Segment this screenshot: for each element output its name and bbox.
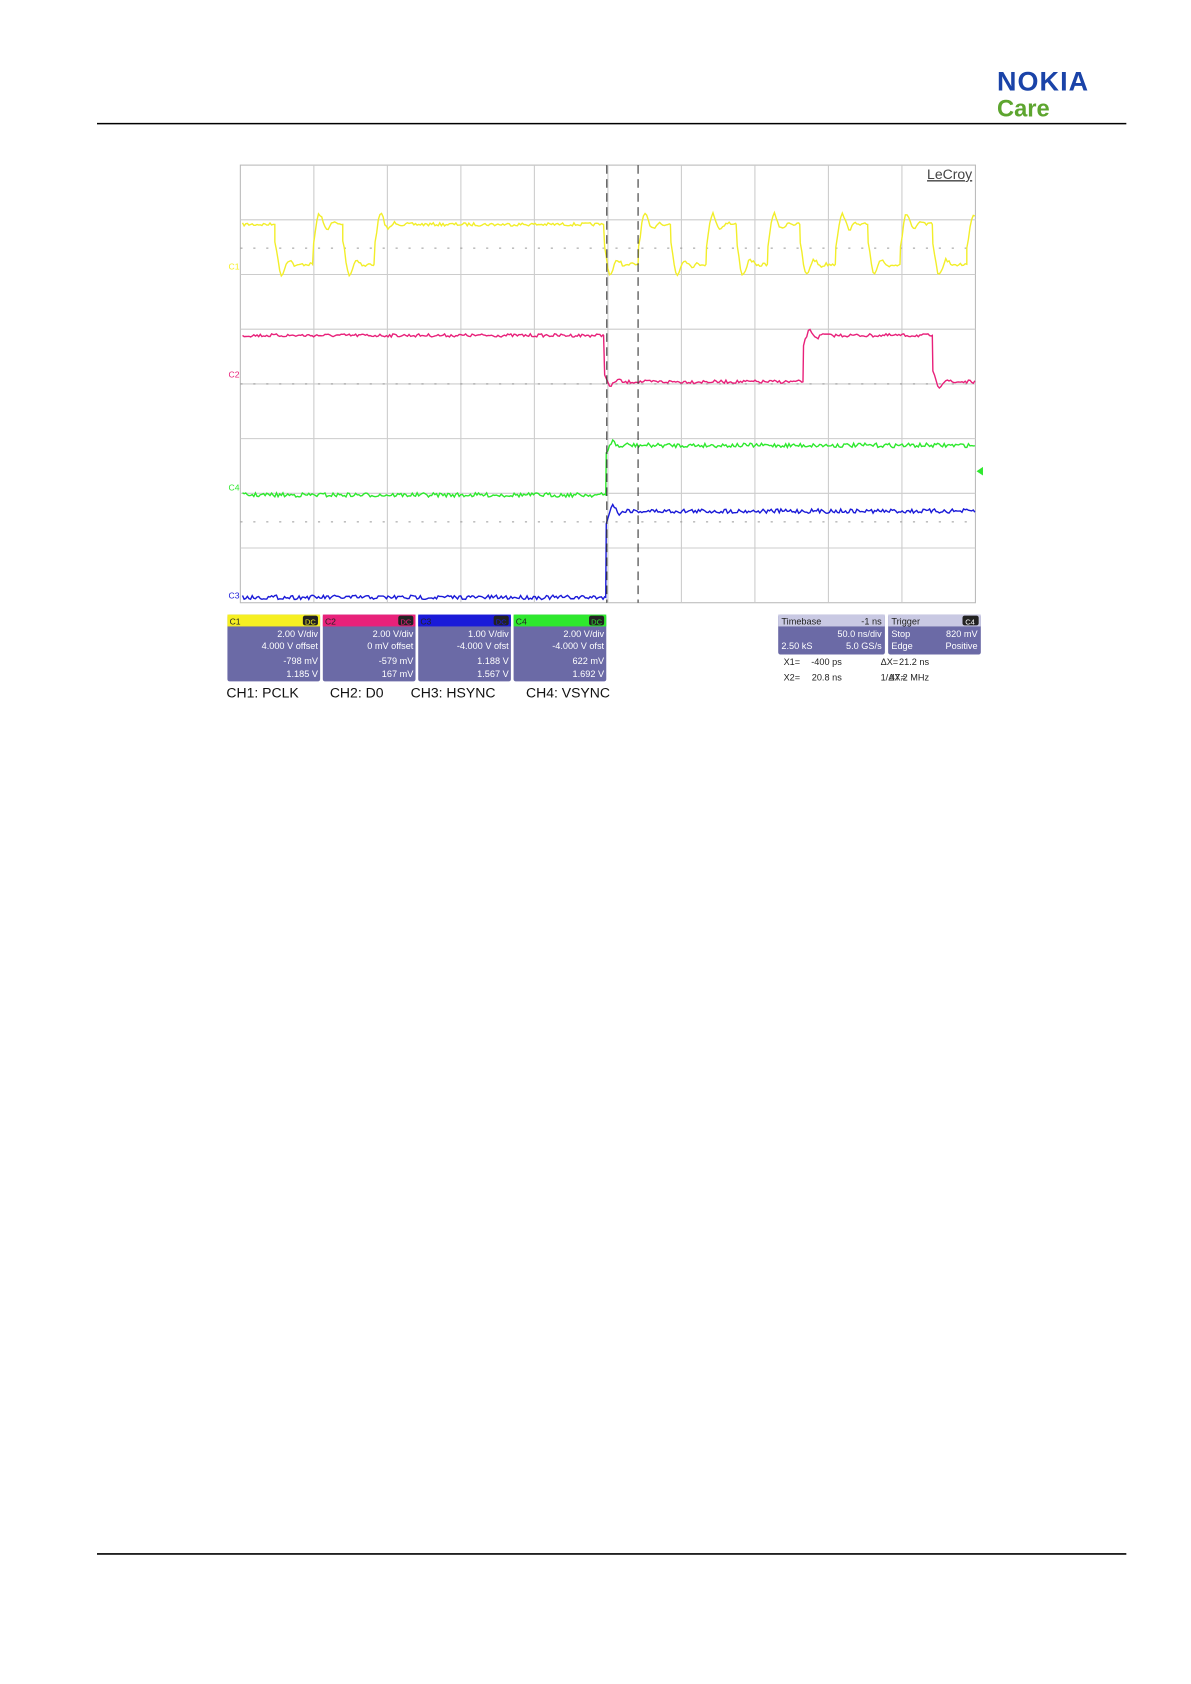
channel-min: 622 mV	[573, 656, 605, 666]
cursor-readout: X2=	[784, 672, 801, 682]
waveform	[241, 503, 976, 601]
trigger-marker	[976, 466, 983, 476]
panel-header	[227, 614, 321, 627]
cursor-readout: 1/ΔX=	[881, 672, 906, 682]
oscilloscope-capture: LeCroy C1 C1 DC 2.00 V/div 4.000 V offset -79…	[226, 164, 983, 701]
cursor-readout: X1=	[784, 657, 801, 667]
channel-vdiv: 2.00 V/div	[277, 629, 318, 639]
panel	[513, 614, 607, 682]
coupling: DC	[496, 617, 507, 626]
channel-max: 1.692 V	[573, 669, 605, 679]
channel-max: 1.185 V	[286, 669, 318, 679]
channel-max: 1.567 V	[477, 669, 509, 679]
cursor-readout: 21.2 ns	[899, 657, 929, 667]
channel-vdiv: 2.00 V/div	[563, 629, 604, 639]
coupling-badge	[589, 615, 605, 626]
channel-max: 167 mV	[382, 669, 414, 679]
panel-text: 5.0 GS/s	[846, 641, 882, 651]
cursor-readout: 47.2 MHz	[890, 672, 930, 682]
panel-text: Edge	[891, 641, 912, 651]
waveform	[242, 438, 975, 499]
channel-caption: CH1: PCLK	[226, 685, 299, 701]
cursor-readout: -400 ps	[811, 657, 842, 667]
channel-caption: CH3: HSYNC	[411, 685, 496, 701]
panel-header	[322, 614, 416, 627]
channel-min: -798 mV	[283, 656, 318, 666]
cursor-readout: 20.8 ns	[812, 672, 842, 682]
panel-header	[418, 614, 511, 627]
panel-header	[888, 614, 981, 627]
channel-min: 1.188 V	[477, 656, 509, 666]
channel-offset: -4.000 V ofst	[457, 641, 509, 651]
channel-vdiv: 1.00 V/div	[468, 629, 509, 639]
panel-text: -1 ns	[861, 616, 882, 626]
panel-header	[513, 614, 607, 627]
trace-label: C2	[228, 369, 239, 379]
waveform	[242, 328, 976, 390]
coupling: DC	[591, 617, 602, 626]
brand-sub: Care	[997, 97, 1050, 123]
channel-id: C1	[230, 616, 241, 626]
channel-id: C2	[325, 616, 336, 626]
trace-label: C3	[228, 590, 239, 600]
coupling-badge	[302, 615, 318, 626]
panel-text: 50.0 ns/div	[837, 629, 882, 639]
coupling-badge	[493, 615, 509, 626]
channel-id: C4	[516, 616, 527, 626]
channel-vdiv: 2.00 V/div	[373, 629, 414, 639]
panel	[227, 614, 321, 682]
coupling: DC	[305, 617, 316, 626]
panel-text: Timebase	[781, 616, 821, 626]
coupling: DC	[400, 617, 411, 626]
maker: LeCroy	[927, 166, 972, 182]
trigger-source: C4	[965, 617, 975, 626]
channel-id: C3	[420, 616, 431, 626]
panel	[418, 614, 511, 682]
panel-header	[778, 614, 885, 627]
channel-offset: -4.000 V ofst	[552, 641, 604, 651]
panel-text: 820 mV	[946, 629, 978, 639]
waveform	[241, 210, 976, 278]
channel-min: -579 mV	[379, 656, 414, 666]
panel-text: 2.50 kS	[781, 641, 812, 651]
panel-text: Positive	[946, 641, 978, 651]
channel-caption: CH2: D0	[330, 685, 384, 701]
panel-text: Stop	[891, 629, 910, 639]
brand: NOKIA	[997, 67, 1089, 97]
channel-offset: 4.000 V offset	[262, 641, 319, 651]
panel	[322, 614, 416, 682]
trace-label: C4	[228, 483, 239, 493]
cursor-readout: ΔX=	[881, 657, 899, 667]
channel-offset: 0 mV offset	[367, 641, 414, 651]
coupling-badge	[398, 615, 414, 626]
trace-label: C1	[228, 262, 239, 272]
channel-caption: CH4: VSYNC	[526, 685, 610, 701]
source-badge	[962, 615, 979, 626]
panel-text: Trigger	[891, 616, 920, 626]
